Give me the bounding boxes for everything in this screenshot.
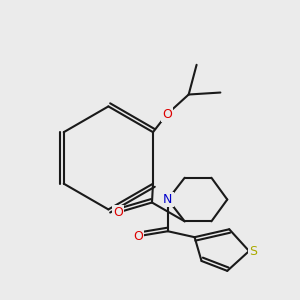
- Text: S: S: [249, 244, 257, 258]
- Text: O: O: [162, 108, 172, 121]
- Text: O: O: [113, 206, 123, 219]
- Text: N: N: [163, 193, 172, 206]
- Text: O: O: [133, 230, 143, 243]
